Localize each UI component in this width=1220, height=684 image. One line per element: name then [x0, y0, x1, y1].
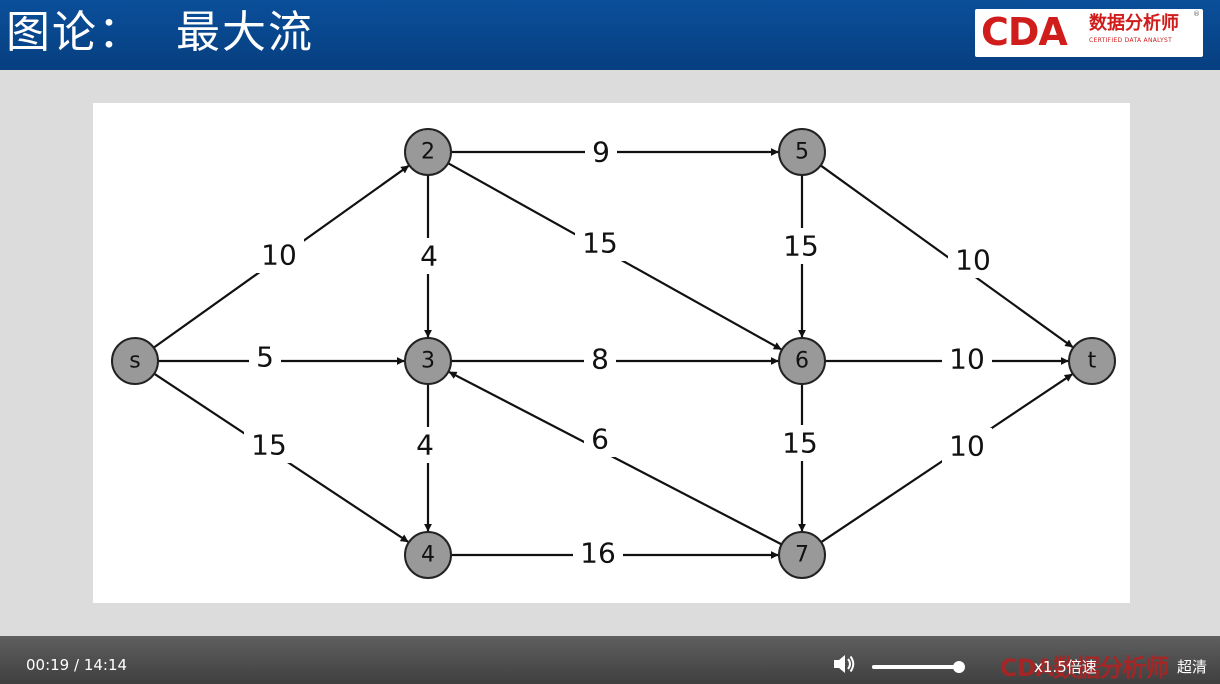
edge-label-background [584, 421, 616, 457]
playback-speed-button[interactable]: x1.5倍速 [1034, 658, 1097, 676]
node-7: 7 [778, 531, 826, 579]
node-label-6: 6 [795, 349, 809, 374]
node-circle [778, 337, 826, 385]
node-circle [404, 128, 452, 176]
node-4: 4 [404, 531, 452, 579]
logo-registered-mark: ® [1193, 10, 1200, 18]
node-circle [404, 531, 452, 579]
node-label-3: 3 [421, 349, 435, 374]
node-circle [1068, 337, 1116, 385]
cda-logo: CDA 数据分析师 CERTIFIED DATA ANALYST ® [975, 9, 1203, 57]
edge-capacity-3-4: 4 [416, 429, 434, 462]
slide-title: 图论： 最大流 [6, 7, 314, 58]
video-control-bar: 00:19 / 14:14 CDA数据分析师 x1.5倍速 超清 [0, 636, 1220, 684]
node-5: 5 [778, 128, 826, 176]
watermark-logo: CDA数据分析师 [1000, 654, 1169, 682]
logo-cn-text: 数据分析师 [1089, 13, 1179, 34]
edge-label-background [249, 339, 281, 375]
edge-label-background [409, 427, 441, 463]
edge-capacity-3-6: 8 [591, 343, 609, 376]
node-s: s [111, 337, 159, 385]
edge-capacity-7-t: 10 [949, 430, 985, 463]
edge-capacity-2-6: 15 [582, 227, 618, 260]
node-t: t [1068, 337, 1116, 385]
flow-network-diagram: 10 5 15 9 4 15 8 4 6 16 15 10 10 15 10 s 2 3 4 5 6 7 t [111, 128, 1116, 579]
node-label-7: 7 [795, 543, 809, 568]
volume-slider[interactable] [872, 665, 960, 669]
node-circle [404, 337, 452, 385]
logo-brand: CDA [981, 10, 1068, 54]
quality-button[interactable]: 超清 [1177, 658, 1208, 676]
volume-level-fill [872, 665, 958, 669]
edge-label-background [584, 341, 616, 377]
edge-capacity-4-7: 16 [580, 537, 616, 570]
logo-en-text: CERTIFIED DATA ANALYST [1089, 37, 1173, 44]
edge-capacity-6-t: 10 [949, 343, 985, 376]
edge-label-background [254, 237, 304, 273]
edge-capacity-s-3: 5 [256, 341, 274, 374]
node-circle [111, 337, 159, 385]
edge-label-background [948, 242, 998, 278]
edge-5-t [820, 164, 1074, 348]
edge-label-background [573, 535, 623, 571]
node-circle [778, 128, 826, 176]
edge-label-background [942, 341, 992, 377]
edge-capacity-s-2: 10 [261, 239, 297, 272]
edge-label-background [942, 428, 992, 464]
node-2: 2 [404, 128, 452, 176]
edge-capacity-5-6: 15 [783, 230, 819, 263]
edge-capacity-6-7: 15 [782, 427, 818, 460]
edge-label-background [244, 427, 294, 463]
slide-content: 10 5 15 9 4 15 8 4 6 16 15 10 10 15 10 s 2 3 4 5 6 7 t [93, 103, 1130, 603]
edge-label-background [575, 225, 625, 261]
edge-capacity-7-3: 6 [591, 423, 609, 456]
node-label-4: 4 [421, 543, 435, 568]
node-label-2: 2 [421, 140, 435, 165]
speaker-icon[interactable] [832, 653, 856, 675]
node-3: 3 [404, 337, 452, 385]
edge-7-3 [448, 371, 783, 546]
node-label-s: s [129, 349, 140, 374]
edge-capacity-s-4: 15 [251, 429, 287, 462]
time-display: 00:19 / 14:14 [26, 656, 128, 674]
node-6: 6 [778, 337, 826, 385]
node-label-t: t [1088, 349, 1097, 374]
slide-header: 图论： 最大流 CDA 数据分析师 CERTIFIED DATA ANALYST… [0, 0, 1220, 70]
edge-label-background [413, 238, 445, 274]
edge-label-background [775, 425, 825, 461]
edge-label-background [585, 134, 617, 170]
node-circle [778, 531, 826, 579]
volume-slider-thumb[interactable] [953, 661, 965, 673]
edge-capacity-5-t: 10 [955, 244, 991, 277]
node-label-5: 5 [795, 140, 809, 165]
edge-capacity-2-5: 9 [592, 136, 610, 169]
edge-label-background [776, 228, 826, 264]
edge-capacity-2-3: 4 [420, 240, 438, 273]
